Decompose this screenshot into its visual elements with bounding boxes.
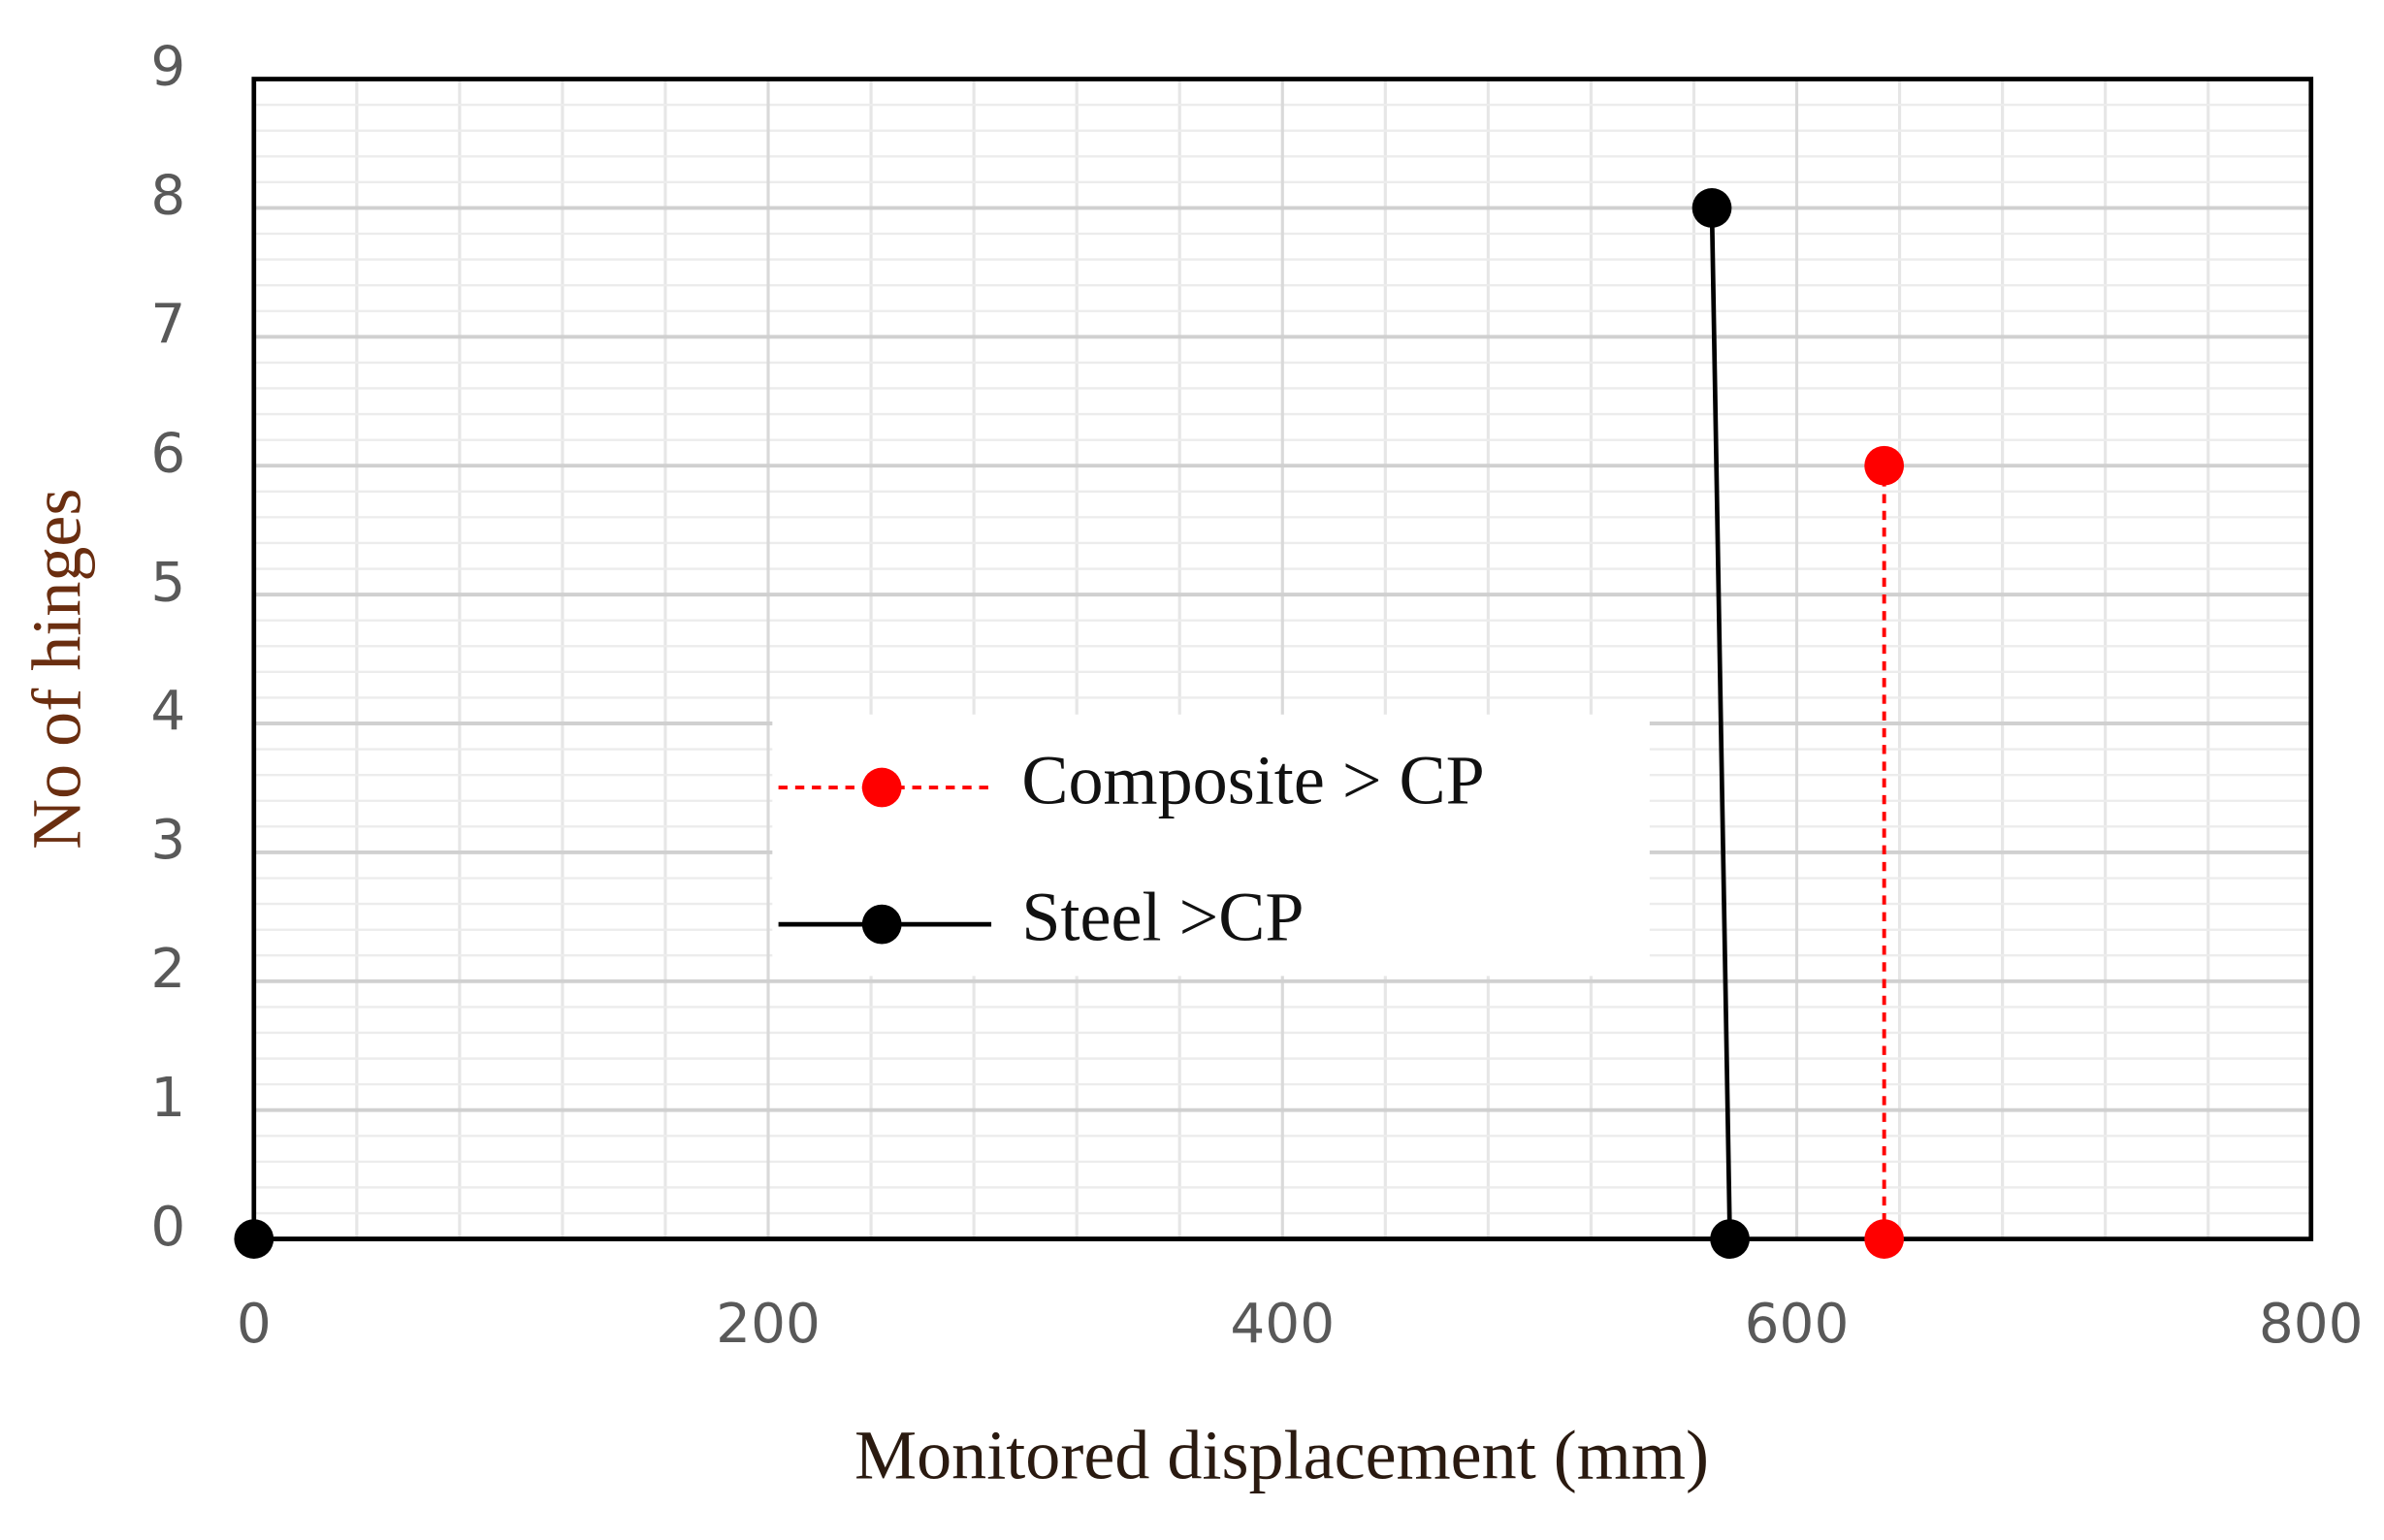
y-tick-label: 2: [150, 938, 185, 1001]
y-tick-label: 1: [150, 1067, 185, 1130]
y-tick-label: 4: [150, 680, 185, 743]
legend-marker: [861, 767, 902, 808]
x-tick-label: 400: [1230, 1293, 1335, 1356]
y-tick-label: 6: [150, 422, 185, 485]
marker: [1710, 1219, 1750, 1259]
x-tick-label: 800: [2259, 1293, 2364, 1356]
marker: [234, 1219, 274, 1259]
y-tick-label: 3: [150, 809, 185, 872]
legend-box: [772, 714, 1650, 977]
x-tick-label: 200: [716, 1293, 821, 1356]
y-tick-label: 0: [150, 1196, 185, 1259]
y-tick-label: 7: [150, 294, 185, 357]
y-axis-title: No of hinges: [17, 489, 95, 850]
legend-label: Composite > CP: [1021, 742, 1484, 819]
x-axis-title: Monitored displacement (mm): [854, 1417, 1709, 1494]
y-tick-label: 8: [150, 165, 185, 228]
marker: [1691, 188, 1732, 228]
marker: [1864, 1219, 1905, 1259]
y-tick-label: 5: [150, 551, 185, 614]
legend-label: Steel >CP: [1021, 879, 1304, 956]
y-tick-label: 9: [150, 36, 185, 99]
x-tick-label: 600: [1745, 1293, 1850, 1356]
legend-marker: [861, 904, 902, 945]
marker: [1864, 445, 1905, 486]
x-tick-label: 0: [237, 1293, 272, 1356]
